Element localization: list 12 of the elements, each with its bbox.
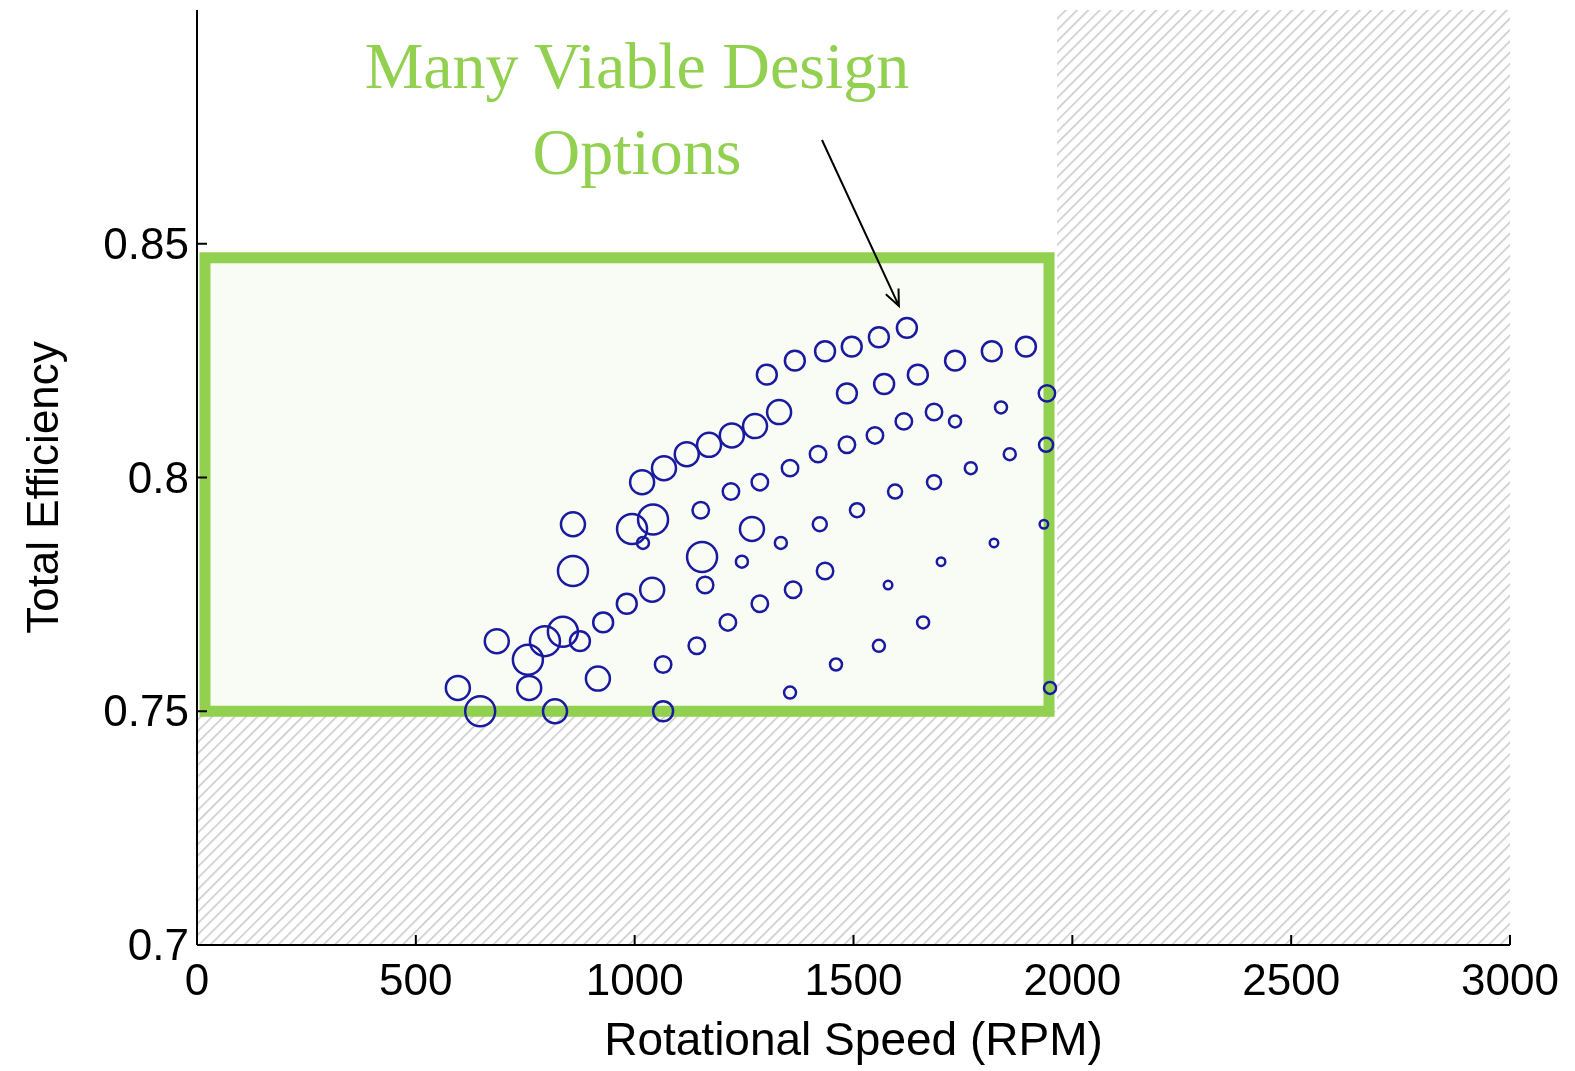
x-tick-label: 500 [379,955,453,1004]
annotation: Many Viable Design Options [364,29,910,188]
y-tick-label: 0.85 [103,218,189,268]
x-tick-label: 3000 [1461,955,1559,1004]
x-tick-label: 2000 [1023,955,1122,1004]
y-tick-label: 0.75 [103,686,189,736]
x-tick-label: 1500 [804,955,903,1004]
x-tick-label: 2500 [1242,955,1341,1004]
x-axis-title: Rotational Speed (RPM) [604,1013,1103,1065]
y-axis-title: Total Efficiency [18,341,67,634]
x-tick-label: 1000 [585,955,684,1004]
y-tick-label: 0.8 [127,452,189,502]
